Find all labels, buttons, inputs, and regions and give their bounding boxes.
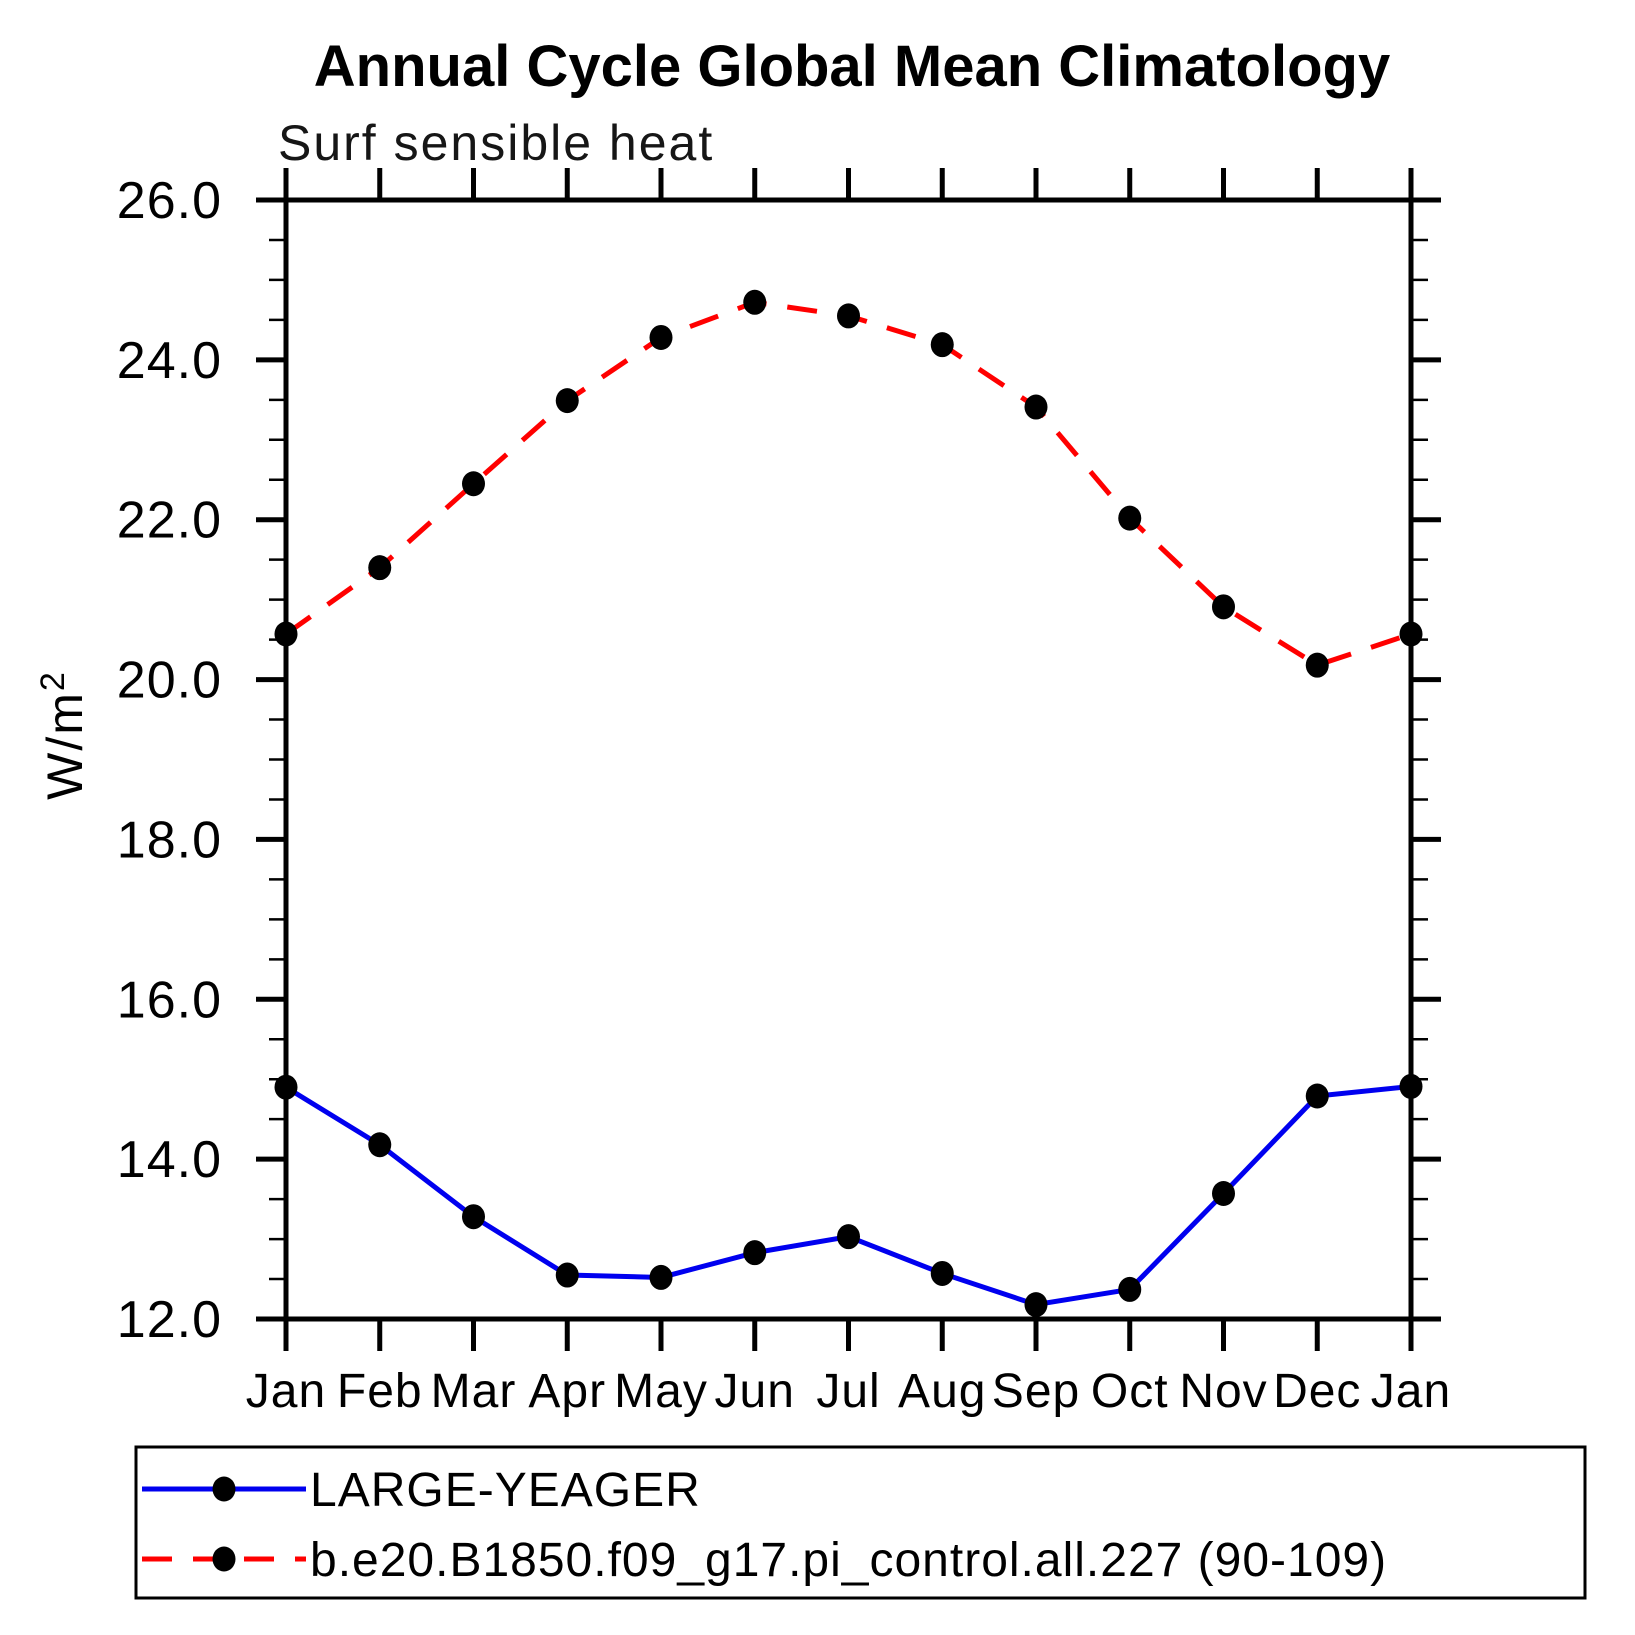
legend-item: b.e20.B1850.f09_g17.pi_control.all.227 (… xyxy=(142,1534,1387,1587)
data-point-marker xyxy=(368,555,392,581)
x-tick-label: Apr xyxy=(528,1365,606,1418)
chart-subtitle: Surf sensible heat xyxy=(278,115,714,171)
x-tick-label: Feb xyxy=(337,1365,423,1418)
y-axis-label-text: W/m2 xyxy=(34,670,93,800)
data-point-marker xyxy=(1399,621,1423,647)
x-tick-label: May xyxy=(614,1365,708,1418)
data-point-marker xyxy=(368,1132,392,1158)
data-point-marker xyxy=(1024,1292,1048,1318)
y-tick-label: 24.0 xyxy=(117,332,222,390)
data-point-marker xyxy=(462,471,485,497)
legend-label: LARGE-YEAGER xyxy=(310,1464,701,1517)
legend-marker xyxy=(212,1476,236,1502)
data-point-marker xyxy=(1212,1181,1235,1207)
legend-item: LARGE-YEAGER xyxy=(142,1464,701,1517)
legend-label: b.e20.B1850.f09_g17.pi_control.all.227 (… xyxy=(310,1534,1387,1587)
y-tick-label: 14.0 xyxy=(117,1131,222,1189)
data-point-marker xyxy=(1399,1073,1423,1099)
series-large-yeager-line xyxy=(284,1083,1412,1308)
data-point-marker xyxy=(274,621,298,647)
data-point-marker xyxy=(649,1264,673,1290)
y-tick-label: 12.0 xyxy=(117,1291,222,1349)
y-tick-label: 16.0 xyxy=(117,971,222,1029)
chart-title: Annual Cycle Global Mean Climatology xyxy=(314,34,1390,99)
x-tick-label: Jan xyxy=(246,1365,326,1418)
x-tick-label: Sep xyxy=(992,1365,1080,1418)
data-point-marker xyxy=(930,1260,954,1286)
x-tick-label: Jan xyxy=(1371,1365,1451,1418)
data-point-marker xyxy=(1305,1083,1329,1109)
x-tick-label: Nov xyxy=(1179,1365,1267,1418)
data-point-marker xyxy=(555,388,579,414)
data-point-marker xyxy=(649,324,673,350)
legend-marker xyxy=(212,1546,236,1572)
series-plot-area xyxy=(274,289,1423,1318)
data-point-marker xyxy=(743,1240,767,1266)
y-axis-label: W/m2 xyxy=(34,670,93,800)
data-point-marker xyxy=(462,1204,485,1230)
data-point-marker xyxy=(555,1262,579,1288)
x-tick-label: Mar xyxy=(431,1365,517,1418)
data-point-marker xyxy=(1118,1276,1142,1302)
series-control-line xyxy=(284,299,1412,668)
x-tick-label: Jun xyxy=(715,1365,795,1418)
x-tick-label: Jul xyxy=(816,1365,880,1418)
legend: LARGE-YEAGER b.e20.B1850.f09_g17.pi_contr… xyxy=(134,1445,1587,1600)
y-tick-label: 20.0 xyxy=(117,652,222,710)
data-point-marker xyxy=(837,1224,860,1250)
data-point-marker xyxy=(1212,594,1235,620)
x-tick-label: Aug xyxy=(898,1365,986,1418)
y-tick-label: 26.0 xyxy=(117,172,222,230)
x-tick-label: Dec xyxy=(1273,1365,1361,1418)
data-point-marker xyxy=(274,1074,298,1100)
y-tick-label: 22.0 xyxy=(117,492,222,550)
x-tick-label: Oct xyxy=(1091,1365,1169,1418)
data-point-marker xyxy=(1024,394,1048,420)
data-point-marker xyxy=(1305,652,1329,678)
y-tick-label: 18.0 xyxy=(117,811,222,869)
data-point-marker xyxy=(837,303,860,329)
legend-box xyxy=(134,1445,1587,1600)
data-point-marker xyxy=(1118,505,1142,531)
data-point-marker xyxy=(743,289,767,315)
plot-frame xyxy=(283,197,1414,1322)
data-point-marker xyxy=(930,332,954,358)
